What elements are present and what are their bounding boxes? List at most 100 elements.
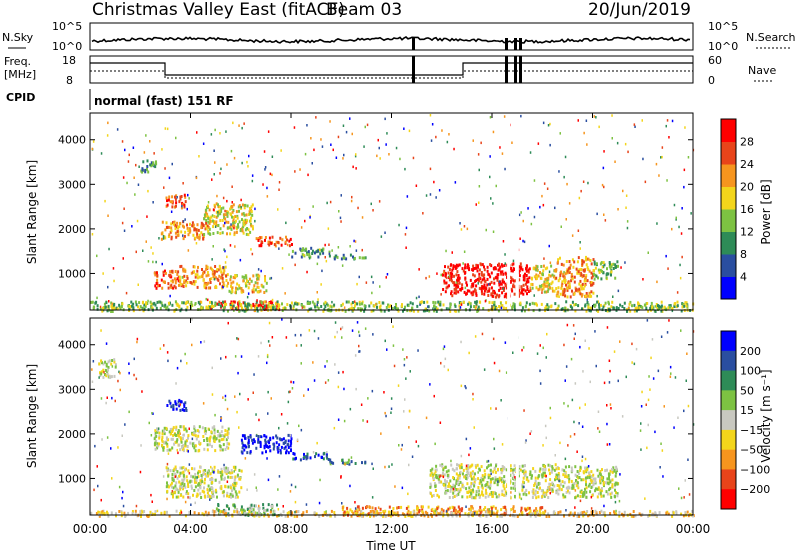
- velocity-cell: [318, 514, 321, 518]
- power-cell: [357, 307, 360, 311]
- velocity-cell: [213, 438, 216, 442]
- power-cell: [491, 294, 494, 298]
- velocity-cell: [213, 435, 216, 439]
- velocity-cell: [134, 512, 137, 516]
- velocity-cell: [97, 511, 100, 514]
- velocity-cell: [542, 511, 545, 515]
- power-cell: [189, 222, 191, 226]
- power-cell: [242, 212, 245, 216]
- power-cell: [264, 306, 267, 310]
- power-cell: [525, 280, 528, 284]
- power-speckle: [225, 130, 227, 133]
- velocity-cell: [519, 468, 522, 472]
- velocity-cell: [518, 493, 521, 497]
- velocity-cell: [583, 492, 586, 496]
- power-cell: [241, 275, 244, 279]
- velocity-speckle: [253, 373, 255, 376]
- velocity-cell: [547, 496, 550, 499]
- power-cell: [208, 232, 211, 236]
- power-cell: [178, 275, 181, 279]
- power-speckle: [418, 295, 420, 299]
- velocity-cell: [195, 480, 198, 484]
- velocity-cell: [599, 481, 602, 485]
- velocity-speckle: [574, 332, 576, 336]
- velocity-speckle: [684, 479, 686, 482]
- velocity-speckle: [340, 476, 342, 479]
- velocity-cell: [251, 441, 254, 445]
- velocity-speckle: [409, 409, 411, 413]
- power-cell: [376, 305, 378, 309]
- power-cell: [183, 281, 186, 285]
- power-speckle: [216, 194, 218, 198]
- power-cell: [447, 265, 450, 269]
- velocity-cell: [534, 489, 537, 493]
- velocity-speckle: [549, 488, 551, 491]
- power-cell: [219, 267, 222, 271]
- power-speckle: [247, 165, 249, 168]
- velocity-speckle: [308, 329, 311, 332]
- velocity-cell: [193, 489, 196, 492]
- power-cell: [457, 278, 460, 282]
- velocity-speckle: [440, 361, 442, 365]
- power-cell: [229, 304, 232, 307]
- power-cell: [242, 231, 245, 235]
- velocity-cell: [225, 504, 228, 508]
- velocity-cell: [182, 474, 185, 478]
- velocity-cell: [149, 510, 152, 514]
- velocity-speckle: [96, 465, 98, 468]
- velocity-cell: [104, 373, 106, 376]
- velocity-speckle: [271, 336, 274, 339]
- power-speckle: [533, 294, 535, 297]
- velocity-cell: [597, 474, 600, 478]
- velocity-speckle: [227, 321, 229, 325]
- freq-trace: [90, 62, 693, 76]
- power-cell: [135, 303, 138, 307]
- power-cell: [495, 306, 498, 310]
- power-speckle: [269, 277, 271, 280]
- power-speckle: [441, 129, 443, 132]
- power-cell: [595, 262, 598, 266]
- power-speckle: [520, 114, 522, 118]
- power-cell: [647, 309, 650, 313]
- velocity-cell: [576, 470, 579, 473]
- power-cell: [132, 307, 135, 311]
- velocity-cell: [435, 511, 438, 515]
- power-cell: [592, 281, 595, 285]
- power-cell: [456, 270, 459, 274]
- power-cell: [244, 221, 247, 224]
- velocity-speckle: [268, 321, 271, 325]
- power-cell: [259, 236, 262, 240]
- power-cell: [176, 272, 179, 276]
- power-cell: [545, 305, 548, 308]
- power-cell: [174, 231, 177, 235]
- power-cell: [103, 302, 106, 306]
- power-cell: [464, 276, 467, 280]
- power-cell: [453, 283, 456, 287]
- power-cell: [573, 292, 576, 296]
- power-cell: [267, 302, 270, 305]
- velocity-cell: [442, 514, 445, 518]
- power-cell: [296, 302, 299, 306]
- velocity-cell: [563, 514, 565, 518]
- power-cell: [359, 309, 362, 313]
- velocity-speckle: [292, 381, 295, 384]
- velocity-cell: [535, 496, 538, 500]
- power-cell: [181, 301, 184, 305]
- velocity-speckle: [327, 379, 330, 382]
- velocity-cell: [516, 514, 519, 518]
- velocity-speckle: [188, 463, 191, 466]
- velocity-cell: [520, 506, 523, 510]
- power-cell: [353, 304, 356, 308]
- power-cell: [592, 269, 595, 273]
- power-speckle: [222, 196, 225, 200]
- velocity-speckle: [402, 348, 404, 351]
- velocity-cell: [267, 439, 270, 443]
- power-speckle: [162, 235, 165, 238]
- power-cell: [361, 302, 363, 306]
- power-speckle: [132, 146, 135, 149]
- power-cell: [244, 203, 247, 207]
- power-cell: [520, 285, 523, 289]
- power-speckle: [224, 221, 226, 225]
- chart-title: Christmas Valley East (fitACF): [92, 0, 345, 20]
- power-cell: [559, 292, 562, 296]
